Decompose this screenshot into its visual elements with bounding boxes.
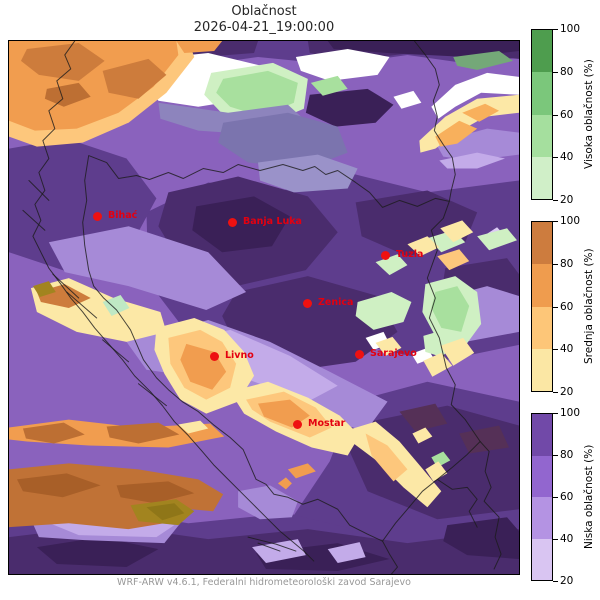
colorbar-segment — [532, 114, 552, 157]
colorbar-axis-label: Srednja oblačnost (%) — [583, 248, 595, 365]
map-canvas: Bihać Banja Luka Tuzla Zenica Livno Sara… — [8, 40, 520, 575]
colorbar-mid-gradient — [531, 221, 553, 392]
colorbar-segment — [532, 30, 552, 73]
tick-label: 20 — [552, 386, 574, 398]
colorbar-segment — [532, 497, 552, 539]
tick-label: 20 — [552, 575, 574, 587]
colorbar-segment — [532, 156, 552, 199]
colorbar-segment — [532, 264, 552, 307]
tick-label: 20 — [552, 194, 574, 206]
tick-label: 100 — [552, 23, 581, 35]
tick-label: 80 — [552, 449, 574, 461]
colorbar-axis-label: Visoka oblačnost (%) — [583, 59, 595, 170]
colorbar-low-clouds: 100 80 60 40 20 Niska oblačnost (%) — [531, 408, 597, 586]
colorbar-segment — [532, 306, 552, 349]
colorbar-segment — [532, 455, 552, 497]
tick-label: 80 — [552, 65, 574, 78]
tick-label: 40 — [552, 151, 574, 164]
colorbar-axis-label: Niska oblačnost (%) — [583, 444, 595, 550]
colorbar-segment — [532, 348, 552, 391]
colorbar-segment — [532, 538, 552, 580]
timestamp: 2026-04-21_19:00:00 — [193, 20, 335, 35]
tick-label: 60 — [552, 491, 574, 503]
colorbar-high-gradient — [531, 29, 553, 200]
tick-label: 60 — [552, 300, 574, 313]
colorbar-high-clouds: 100 80 60 40 20 Visoka oblačnost (%) — [531, 24, 597, 205]
tick-label: 60 — [552, 108, 574, 121]
tick-label: 100 — [552, 215, 581, 227]
colorbar-low-gradient — [531, 413, 553, 581]
tick-label: 100 — [552, 407, 581, 419]
colorbar-segment — [532, 414, 552, 456]
colorbar-segment — [532, 72, 552, 115]
plot-header: Oblačnost 2026-04-21_19:00:00 — [8, 3, 520, 36]
attribution-text: WRF-ARW v4.6.1, Federalni hidrometeorolo… — [117, 577, 411, 588]
tick-label: 40 — [552, 533, 574, 545]
page-title: Oblačnost — [231, 4, 297, 19]
colorbar-segment — [532, 222, 552, 265]
tick-label: 80 — [552, 257, 574, 270]
tick-label: 40 — [552, 343, 574, 356]
colorbar-mid-clouds: 100 80 60 40 20 Srednja oblačnost (%) — [531, 216, 597, 397]
cloud-contour-art — [9, 41, 519, 574]
